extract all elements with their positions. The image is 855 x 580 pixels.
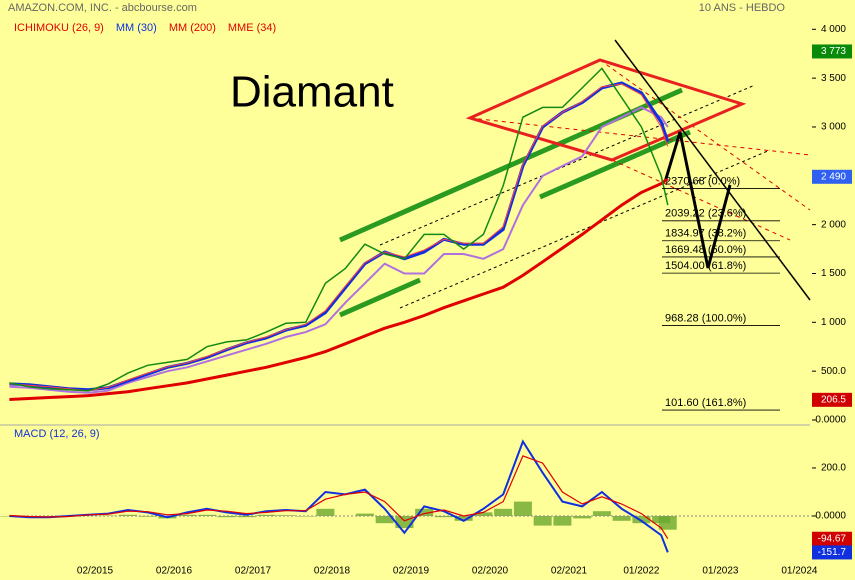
- diamond: [465, 58, 747, 162]
- price-marker: [812, 392, 852, 407]
- histogram-bar: [316, 508, 335, 516]
- x-tick-label: 02/2015: [77, 566, 114, 577]
- dotted-line: [611, 159, 791, 241]
- histogram-bar: [494, 508, 513, 516]
- histogram-bar: [513, 501, 532, 516]
- price-marker: [812, 169, 852, 184]
- fib-label: 1504.00 (61.8%): [665, 260, 746, 272]
- fib-label: 1669.48 (50.0%): [665, 244, 746, 256]
- histogram-bar: [553, 515, 572, 526]
- x-tick-label: 02/2021: [551, 566, 588, 577]
- trend-line: [338, 277, 422, 318]
- histogram-bar: [178, 514, 197, 516]
- x-tick-label: 02/2018: [314, 566, 351, 577]
- y-tick-label: 1 500: [821, 268, 846, 279]
- histogram-bar: [592, 511, 611, 516]
- price-marker-label: -94.67: [818, 533, 847, 544]
- histogram-bar: [612, 515, 631, 521]
- dotted-line: [379, 84, 756, 246]
- y-tick-label: 200.0: [821, 463, 846, 474]
- panel-title: MACD (12, 26, 9): [14, 428, 100, 440]
- fib-label: 968.28 (100.0%): [665, 312, 746, 324]
- legend-entry: MM (200): [169, 22, 216, 34]
- histogram-bar: [355, 513, 374, 516]
- price-marker-label: -151.7: [818, 547, 847, 558]
- series-line: [9, 106, 669, 394]
- y-tick-label: 3 500: [821, 73, 846, 84]
- legend-entry: ICHIMOKU (26, 9): [14, 22, 104, 34]
- series-line: [9, 67, 669, 392]
- price-marker-label: 2 490: [821, 171, 846, 182]
- header-period: 10 ANS - HEBDO: [699, 2, 786, 14]
- histogram-bar: [118, 514, 137, 516]
- y-tick-label: 0.0000: [815, 415, 846, 426]
- series-line: [9, 455, 669, 540]
- histogram-bar: [415, 508, 434, 516]
- price-marker-label: 206.5: [821, 394, 846, 405]
- y-tick-label: 4 000: [821, 24, 846, 35]
- x-tick-label: 02/2019: [393, 566, 430, 577]
- histogram-bar: [237, 515, 256, 518]
- fib-label: 1834.97 (38.2%): [665, 228, 746, 240]
- dotted-line: [599, 59, 811, 211]
- legend-entry: MME (34): [228, 22, 276, 34]
- x-tick-label: 02/2020: [472, 566, 509, 577]
- x-tick-label: 02/2016: [156, 566, 193, 577]
- histogram-bar: [474, 512, 493, 516]
- y-tick-label: 0.0000: [815, 511, 846, 522]
- price-marker: [812, 531, 852, 546]
- legend-entry: MM (30): [116, 22, 157, 34]
- histogram-bar: [632, 515, 651, 524]
- histogram-bar: [217, 515, 236, 518]
- histogram-bar: [375, 515, 394, 524]
- y-tick-label: 2 000: [821, 219, 846, 230]
- series-line: [9, 177, 669, 401]
- fib-label: 101.60 (161.8%): [665, 397, 746, 409]
- fib-label: 2370.68 (0.0%): [665, 175, 740, 187]
- price-marker: [812, 545, 852, 560]
- histogram-bar: [573, 515, 592, 519]
- trend-line: [539, 129, 691, 200]
- y-tick-label: 500.0: [821, 366, 846, 377]
- x-tick-label: 01/2024: [781, 566, 818, 577]
- x-tick-label: 02/2017: [235, 566, 272, 577]
- histogram-bar: [257, 514, 276, 516]
- y-tick-label: 3 000: [821, 122, 846, 133]
- histogram-bar: [434, 515, 453, 518]
- x-tick-label: 01/2022: [623, 566, 660, 577]
- histogram-bar: [533, 515, 552, 526]
- annotation: Diamant: [230, 68, 394, 117]
- histogram-bar: [658, 515, 677, 530]
- dotted-line: [399, 149, 771, 309]
- dotted-line: [469, 117, 811, 156]
- fib-label: 2039.22 (23.6%): [665, 208, 746, 220]
- x-tick-label: 01/2023: [702, 566, 739, 577]
- histogram-bar: [276, 515, 295, 516]
- projection: [663, 131, 732, 269]
- series-line: [9, 83, 669, 392]
- histogram-bar: [197, 514, 216, 516]
- price-marker-label: 3 773: [821, 46, 846, 57]
- price-marker: [812, 44, 852, 59]
- header-title: AMAZON.COM, INC. - abcbourse.com: [8, 2, 197, 14]
- y-tick-label: 1 000: [821, 317, 846, 328]
- histogram-bar: [454, 515, 473, 521]
